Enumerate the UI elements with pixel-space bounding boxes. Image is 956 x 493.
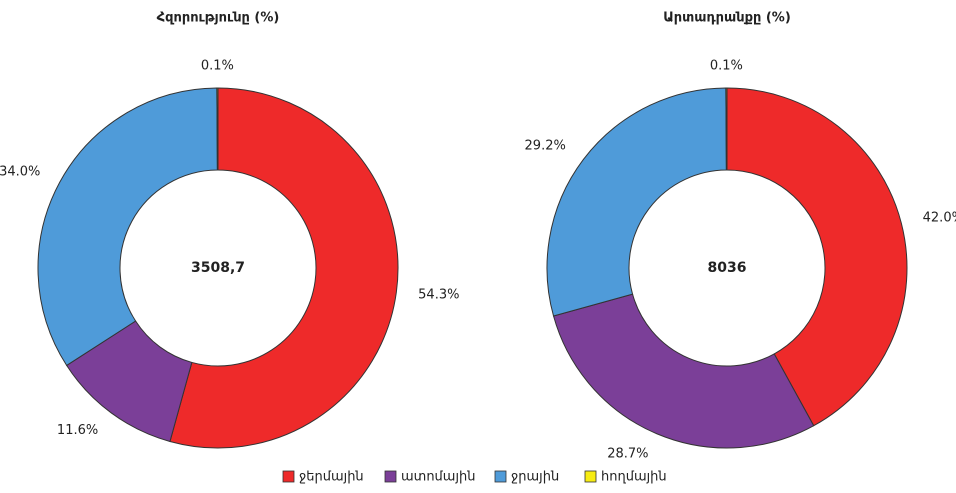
data-label: 54.3% bbox=[418, 288, 459, 303]
donut-slice bbox=[37, 87, 218, 367]
data-label: 0.1% bbox=[710, 59, 743, 74]
legend-swatch bbox=[494, 470, 507, 483]
data-label: 28.7% bbox=[607, 447, 648, 462]
data-label: 42.0% bbox=[923, 210, 956, 225]
donut-slice bbox=[546, 87, 727, 317]
donut-slice bbox=[552, 293, 815, 449]
legend-swatch bbox=[584, 470, 597, 483]
chart-title: Հզորությունը (%) bbox=[157, 11, 280, 26]
center-label: 3508,7 bbox=[191, 260, 245, 276]
legend-swatch bbox=[384, 470, 397, 483]
data-label: 0.1% bbox=[201, 59, 234, 74]
chart-title: Արտադրանքը (%) bbox=[663, 11, 791, 26]
data-label: 11.6% bbox=[57, 423, 98, 438]
legend-label: հողմային bbox=[601, 470, 667, 485]
donut-slice bbox=[725, 87, 728, 171]
legend-swatch bbox=[282, 470, 295, 483]
donut-slice bbox=[169, 87, 399, 449]
data-label: 34.0% bbox=[0, 164, 40, 179]
legend-label: ջերմային bbox=[299, 470, 364, 485]
legend-label: ջրային bbox=[511, 470, 559, 485]
donut-slice bbox=[726, 87, 908, 427]
donut-slice bbox=[216, 87, 219, 171]
legend-label: ատոմային bbox=[401, 470, 475, 485]
center-label: 8036 bbox=[708, 260, 747, 276]
data-label: 29.2% bbox=[525, 139, 566, 154]
